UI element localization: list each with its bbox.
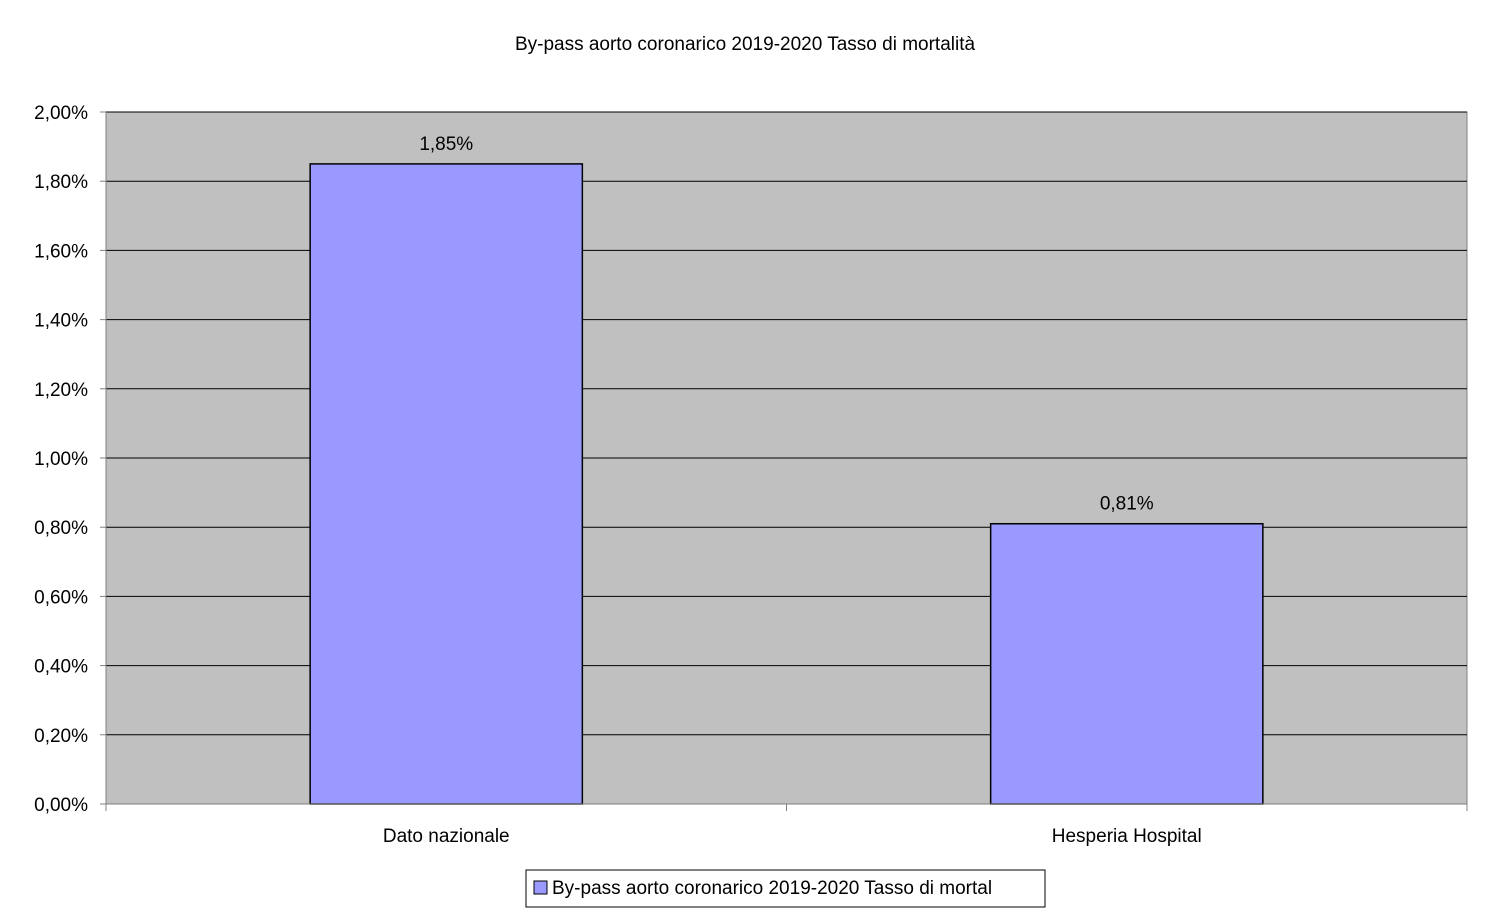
y-tick-label: 0,20% [34,726,88,747]
axes: 0,00% 0,20% 0,40% 0,60% 0,80% 1,00% 1,20% 1,40%… [34,103,1468,847]
y-tick-label: 2,00% [34,103,88,124]
y-tick-label: 1,80% [34,172,88,193]
y-tick-label: 1,60% [34,241,88,262]
data-label: 1,85% [419,134,473,155]
x-category-label: Hesperia Hospital [1052,826,1202,847]
legend-label: By-pass aorto coronarico 2019-2020 Tasso… [552,878,992,899]
y-tick-label: 1,40% [34,311,88,332]
y-tick-label: 0,40% [34,657,88,678]
y-tick-label: 0,00% [34,795,88,816]
y-tick-label: 0,60% [34,587,88,608]
data-label: 0,81% [1100,494,1154,515]
bar [989,522,1264,805]
y-tick-label: 1,20% [34,380,88,401]
y-tick-label: 0,80% [34,518,88,539]
bar [309,163,584,805]
x-category-label: Dato nazionale [383,826,510,847]
legend-swatch [533,880,548,895]
legend-box [525,869,1046,908]
bars: 1,85% 0,81% [309,134,1264,805]
chart-title: By-pass aorto coronarico 2019-2020 Tasso… [515,34,976,55]
legend: By-pass aorto coronarico 2019-2020 Tasso… [525,869,1046,908]
y-tick-label: 1,00% [34,449,88,470]
